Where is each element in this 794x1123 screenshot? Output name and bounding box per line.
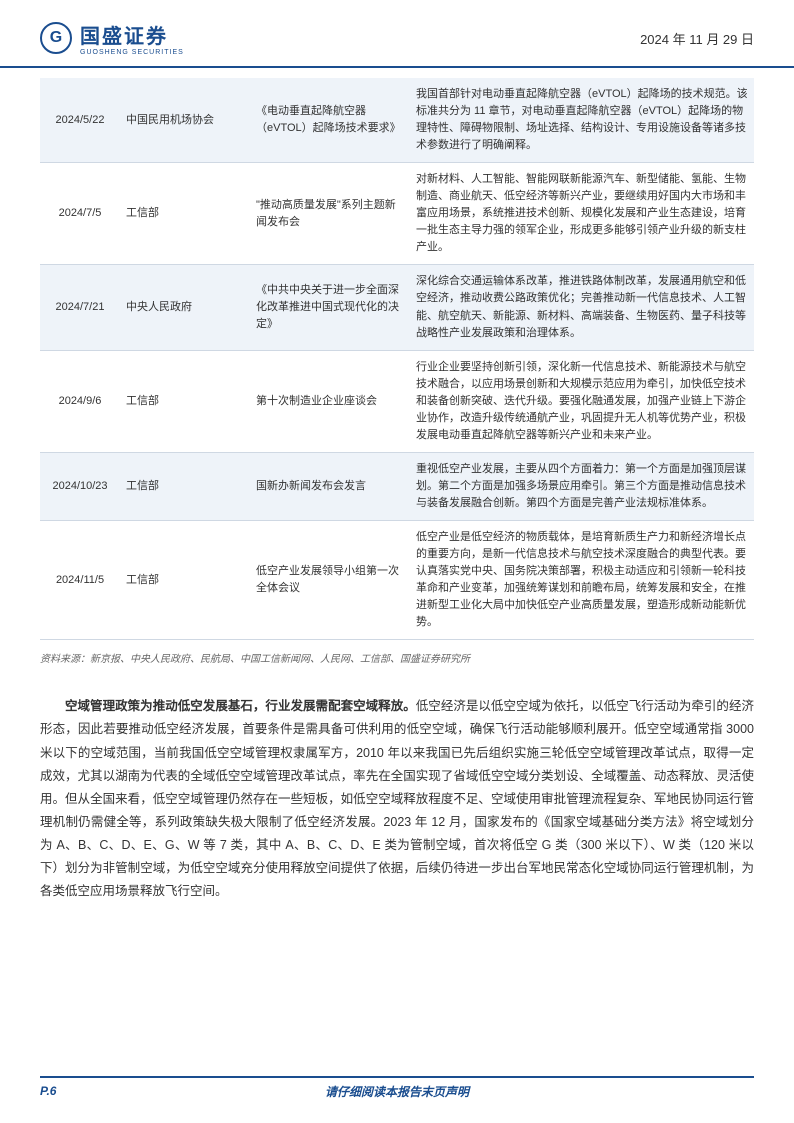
company-name-sub: GUOSHENG SECURITIES xyxy=(80,49,184,56)
cell-title: 低空产业发展领导小组第一次全体会议 xyxy=(250,520,410,639)
content-area: 2024/5/22中国民用机场协会《电动垂直起降航空器（eVTOL）起降场技术要… xyxy=(0,68,794,923)
cell-title: 国新办新闻发布会发言 xyxy=(250,452,410,520)
body-paragraph: 空域管理政策为推动低空发展基石，行业发展需配套空域释放。低空经济是以低空空域为依… xyxy=(40,695,754,903)
cell-title: 《电动垂直起降航空器（eVTOL）起降场技术要求》 xyxy=(250,78,410,163)
table-row: 2024/7/5工信部"推动高质量发展"系列主题新闻发布会对新材料、人工智能、智… xyxy=(40,163,754,265)
header-date: 2024 年 11 月 29 日 xyxy=(640,29,754,48)
cell-title: 《中共中央关于进一步全面深化改革推进中国式现代化的决定》 xyxy=(250,265,410,350)
cell-org: 工信部 xyxy=(120,520,250,639)
cell-title: "推动高质量发展"系列主题新闻发布会 xyxy=(250,163,410,265)
cell-org: 工信部 xyxy=(120,452,250,520)
cell-desc: 低空产业是低空经济的物质载体，是培育新质生产力和新经济增长点的重要方向，是新一代… xyxy=(410,520,754,639)
cell-date: 2024/11/5 xyxy=(40,520,120,639)
table-row: 2024/10/23工信部国新办新闻发布会发言重视低空产业发展，主要从四个方面着… xyxy=(40,452,754,520)
cell-date: 2024/5/22 xyxy=(40,78,120,163)
paragraph-text: 低空经济是以低空空域为依托，以低空飞行活动为牵引的经济形态，因此若要推动低空经济… xyxy=(40,699,754,898)
footer-disclaimer: 请仔细阅读本报告末页声明 xyxy=(40,1083,754,1100)
cell-desc: 对新材料、人工智能、智能网联新能源汽车、新型储能、氢能、生物制造、商业航天、低空… xyxy=(410,163,754,265)
table-source: 资料来源：新京报、中央人民政府、民航局、中国工信新闻网、人民网、工信部、国盛证券… xyxy=(40,650,754,665)
logo-text: 国盛证券 GUOSHENG SECURITIES xyxy=(80,20,184,56)
cell-org: 工信部 xyxy=(120,163,250,265)
logo-area: G 国盛证券 GUOSHENG SECURITIES xyxy=(40,20,184,56)
logo-icon: G xyxy=(40,22,72,54)
cell-org: 中国民用机场协会 xyxy=(120,78,250,163)
cell-date: 2024/7/5 xyxy=(40,163,120,265)
company-name-cn: 国盛证券 xyxy=(80,20,184,49)
cell-desc: 重视低空产业发展，主要从四个方面着力：第一个方面是加强顶层谋划。第二个方面是加强… xyxy=(410,452,754,520)
table-row: 2024/9/6工信部第十次制造业企业座谈会行业企业要坚持创新引领，深化新一代信… xyxy=(40,350,754,452)
policy-table: 2024/5/22中国民用机场协会《电动垂直起降航空器（eVTOL）起降场技术要… xyxy=(40,78,754,640)
cell-org: 工信部 xyxy=(120,350,250,452)
page-footer: P.6 请仔细阅读本报告末页声明 xyxy=(40,1076,754,1098)
page-header: G 国盛证券 GUOSHENG SECURITIES 2024 年 11 月 2… xyxy=(0,0,794,68)
table-row: 2024/7/21中央人民政府《中共中央关于进一步全面深化改革推进中国式现代化的… xyxy=(40,265,754,350)
paragraph-lead: 空域管理政策为推动低空发展基石，行业发展需配套空域释放。 xyxy=(65,699,416,713)
cell-title: 第十次制造业企业座谈会 xyxy=(250,350,410,452)
cell-desc: 行业企业要坚持创新引领，深化新一代信息技术、新能源技术与航空技术融合，以应用场景… xyxy=(410,350,754,452)
cell-desc: 深化综合交通运输体系改革，推进铁路体制改革，发展通用航空和低空经济，推动收费公路… xyxy=(410,265,754,350)
table-row: 2024/5/22中国民用机场协会《电动垂直起降航空器（eVTOL）起降场技术要… xyxy=(40,78,754,163)
table-row: 2024/11/5工信部低空产业发展领导小组第一次全体会议低空产业是低空经济的物… xyxy=(40,520,754,639)
cell-date: 2024/9/6 xyxy=(40,350,120,452)
cell-org: 中央人民政府 xyxy=(120,265,250,350)
cell-date: 2024/10/23 xyxy=(40,452,120,520)
cell-date: 2024/7/21 xyxy=(40,265,120,350)
cell-desc: 我国首部针对电动垂直起降航空器（eVTOL）起降场的技术规范。该标准共分为 11… xyxy=(410,78,754,163)
